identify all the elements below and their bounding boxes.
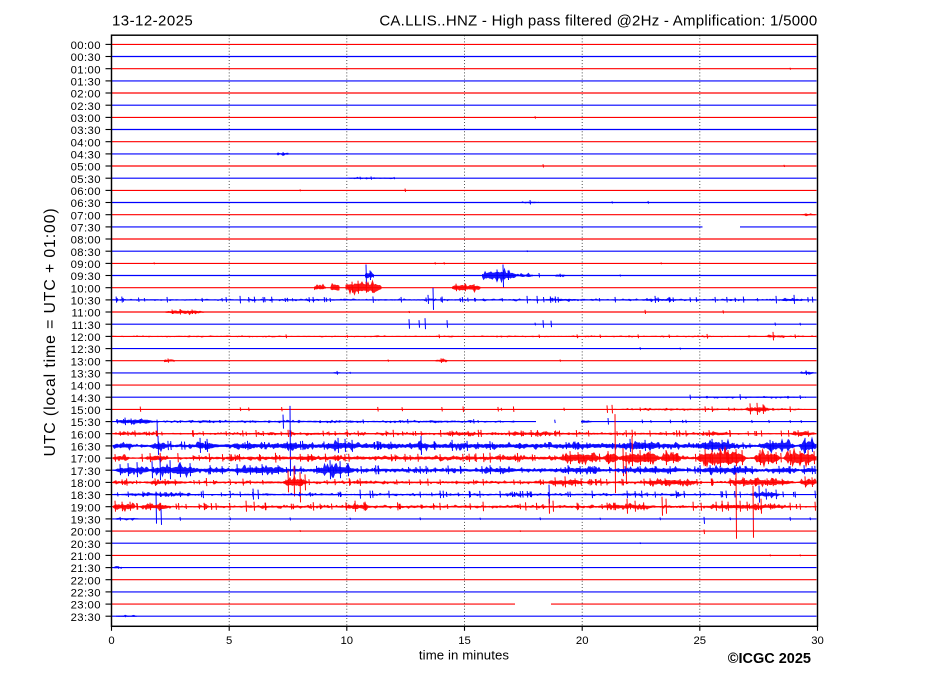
svg-text:23:00: 23:00 <box>71 600 101 612</box>
svg-text:14:30: 14:30 <box>71 393 101 405</box>
svg-text:11:30: 11:30 <box>71 320 100 332</box>
svg-text:13:00: 13:00 <box>71 356 101 368</box>
svg-text:20: 20 <box>576 635 589 647</box>
svg-text:06:30: 06:30 <box>71 198 101 210</box>
svg-text:CA.LLIS..HNZ - High pass filte: CA.LLIS..HNZ - High pass filtered @2Hz -… <box>379 13 817 30</box>
svg-text:14:00: 14:00 <box>71 381 101 393</box>
svg-text:00:00: 00:00 <box>71 40 101 52</box>
svg-text:11:00: 11:00 <box>71 308 100 320</box>
svg-text:07:30: 07:30 <box>71 223 101 235</box>
svg-text:30: 30 <box>811 635 824 647</box>
svg-text:20:30: 20:30 <box>71 539 101 551</box>
svg-text:10:30: 10:30 <box>71 296 101 308</box>
svg-text:16:00: 16:00 <box>71 429 101 441</box>
svg-text:16:30: 16:30 <box>71 442 101 454</box>
svg-text:07:00: 07:00 <box>71 210 101 222</box>
svg-text:03:00: 03:00 <box>71 113 101 125</box>
svg-text:25: 25 <box>694 635 707 647</box>
svg-text:08:30: 08:30 <box>71 247 101 259</box>
svg-text:17:00: 17:00 <box>71 454 101 466</box>
svg-text:09:00: 09:00 <box>71 259 101 271</box>
svg-text:time in minutes: time in minutes <box>419 648 509 663</box>
svg-text:23:30: 23:30 <box>71 612 101 624</box>
svg-text:21:30: 21:30 <box>71 563 101 575</box>
svg-text:08:00: 08:00 <box>71 235 101 247</box>
svg-text:22:30: 22:30 <box>71 588 101 600</box>
svg-text:06:00: 06:00 <box>71 186 101 198</box>
svg-text:22:00: 22:00 <box>71 575 101 587</box>
svg-text:01:00: 01:00 <box>71 64 101 76</box>
svg-text:12:30: 12:30 <box>71 344 101 356</box>
svg-text:15: 15 <box>458 635 471 647</box>
svg-text:10:00: 10:00 <box>71 283 101 295</box>
svg-text:15:30: 15:30 <box>71 417 101 429</box>
svg-text:04:00: 04:00 <box>71 137 101 149</box>
svg-text:12:00: 12:00 <box>71 332 101 344</box>
svg-text:05:00: 05:00 <box>71 162 101 174</box>
svg-text:02:00: 02:00 <box>71 89 101 101</box>
svg-text:13:30: 13:30 <box>71 369 101 381</box>
svg-text:17:30: 17:30 <box>71 466 101 478</box>
svg-text:©ICGC 2025: ©ICGC 2025 <box>728 651 811 667</box>
svg-text:18:30: 18:30 <box>71 490 101 502</box>
svg-text:09:30: 09:30 <box>71 271 101 283</box>
svg-text:5: 5 <box>226 635 232 647</box>
svg-text:01:30: 01:30 <box>71 77 101 89</box>
svg-text:20:00: 20:00 <box>71 527 101 539</box>
svg-text:15:00: 15:00 <box>71 405 101 417</box>
svg-text:13-12-2025: 13-12-2025 <box>112 13 193 30</box>
svg-text:18:00: 18:00 <box>71 478 101 490</box>
svg-text:19:00: 19:00 <box>71 502 101 514</box>
svg-text:21:00: 21:00 <box>71 551 101 563</box>
svg-text:UTC (local time = UTC + 01:00): UTC (local time = UTC + 01:00) <box>42 207 59 456</box>
svg-text:10: 10 <box>341 635 354 647</box>
svg-text:00:30: 00:30 <box>71 52 101 64</box>
svg-text:04:30: 04:30 <box>71 150 101 162</box>
svg-text:02:30: 02:30 <box>71 101 101 113</box>
svg-text:0: 0 <box>108 635 114 647</box>
svg-text:19:30: 19:30 <box>71 515 101 527</box>
svg-text:05:30: 05:30 <box>71 174 101 186</box>
svg-text:03:30: 03:30 <box>71 125 101 137</box>
